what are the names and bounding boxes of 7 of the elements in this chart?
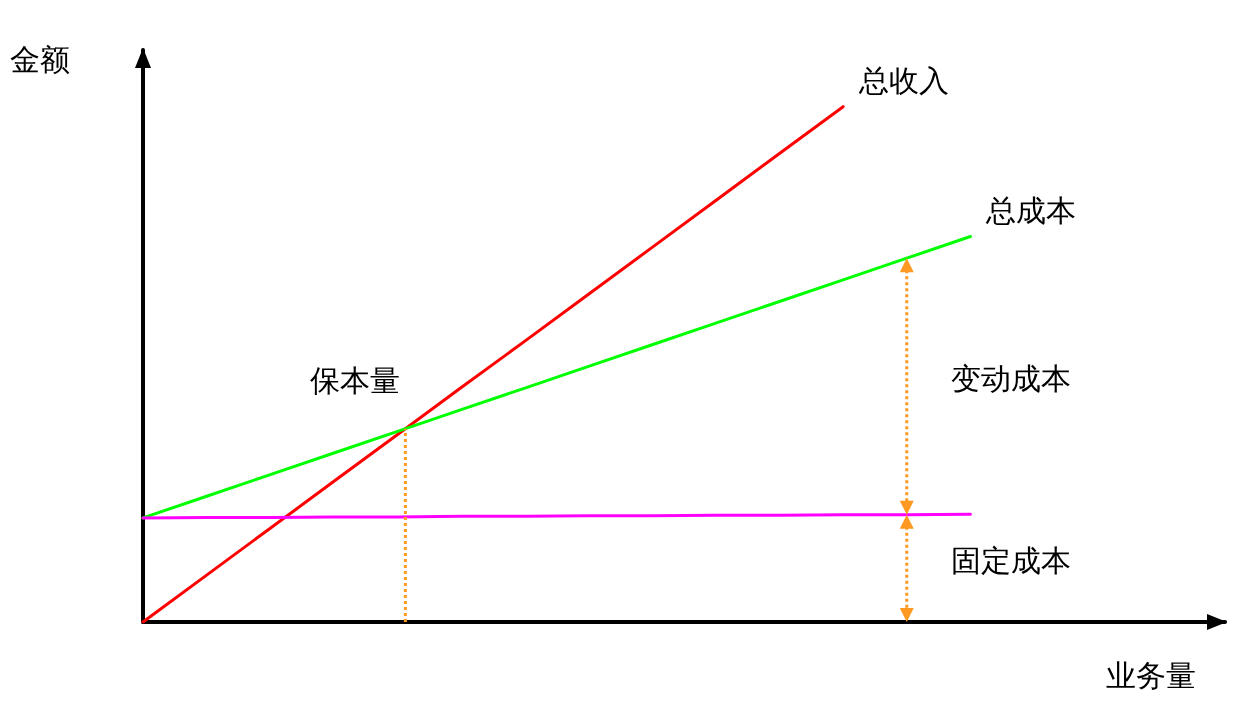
annotation: 固定成本 xyxy=(950,542,1071,578)
series-label: 总收入 xyxy=(858,63,950,99)
annotation: 保本量 xyxy=(310,363,401,399)
series-label: 总成本 xyxy=(985,193,1077,229)
annotation: 变动成本 xyxy=(950,360,1071,396)
y-axis-title: 金额 xyxy=(10,41,70,77)
x-axis-title: 业务量 xyxy=(1106,657,1196,693)
